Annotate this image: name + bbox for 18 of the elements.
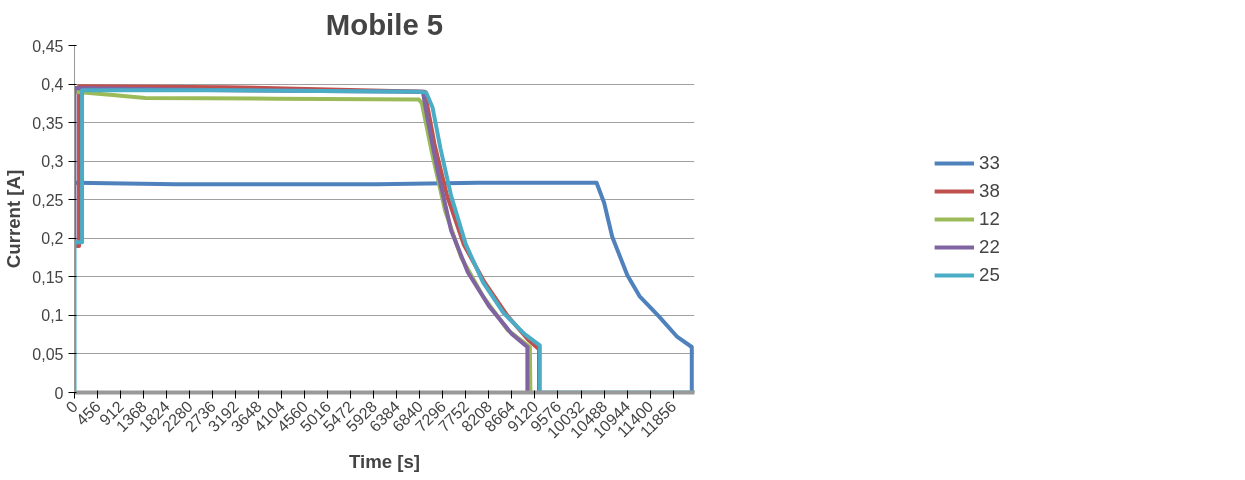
- legend-label: 25: [979, 263, 1000, 286]
- y-tick-label: 0,05: [32, 345, 64, 363]
- legend-label: 38: [979, 179, 1000, 202]
- y-tick-label: 0,15: [32, 268, 64, 286]
- y-tick-label: 0,3: [41, 153, 64, 171]
- y-tick-label: 0,25: [32, 191, 64, 209]
- y-tick-label: 0,45: [32, 37, 64, 55]
- y-tick-label: 0: [54, 384, 64, 402]
- legend-label: 12: [979, 207, 1000, 230]
- y-tick-label: 0,35: [32, 114, 64, 132]
- chart-title: Mobile 5: [325, 7, 444, 41]
- y-tick-label: 0,1: [41, 307, 64, 325]
- legend-label: 22: [979, 235, 1000, 258]
- y-tick-label: 0,2: [41, 230, 64, 248]
- y-axis-title: Current [A]: [3, 169, 25, 269]
- x-axis-title: Time [s]: [348, 451, 421, 473]
- y-tick-label: 0,4: [41, 76, 64, 94]
- legend-label: 33: [979, 151, 1000, 174]
